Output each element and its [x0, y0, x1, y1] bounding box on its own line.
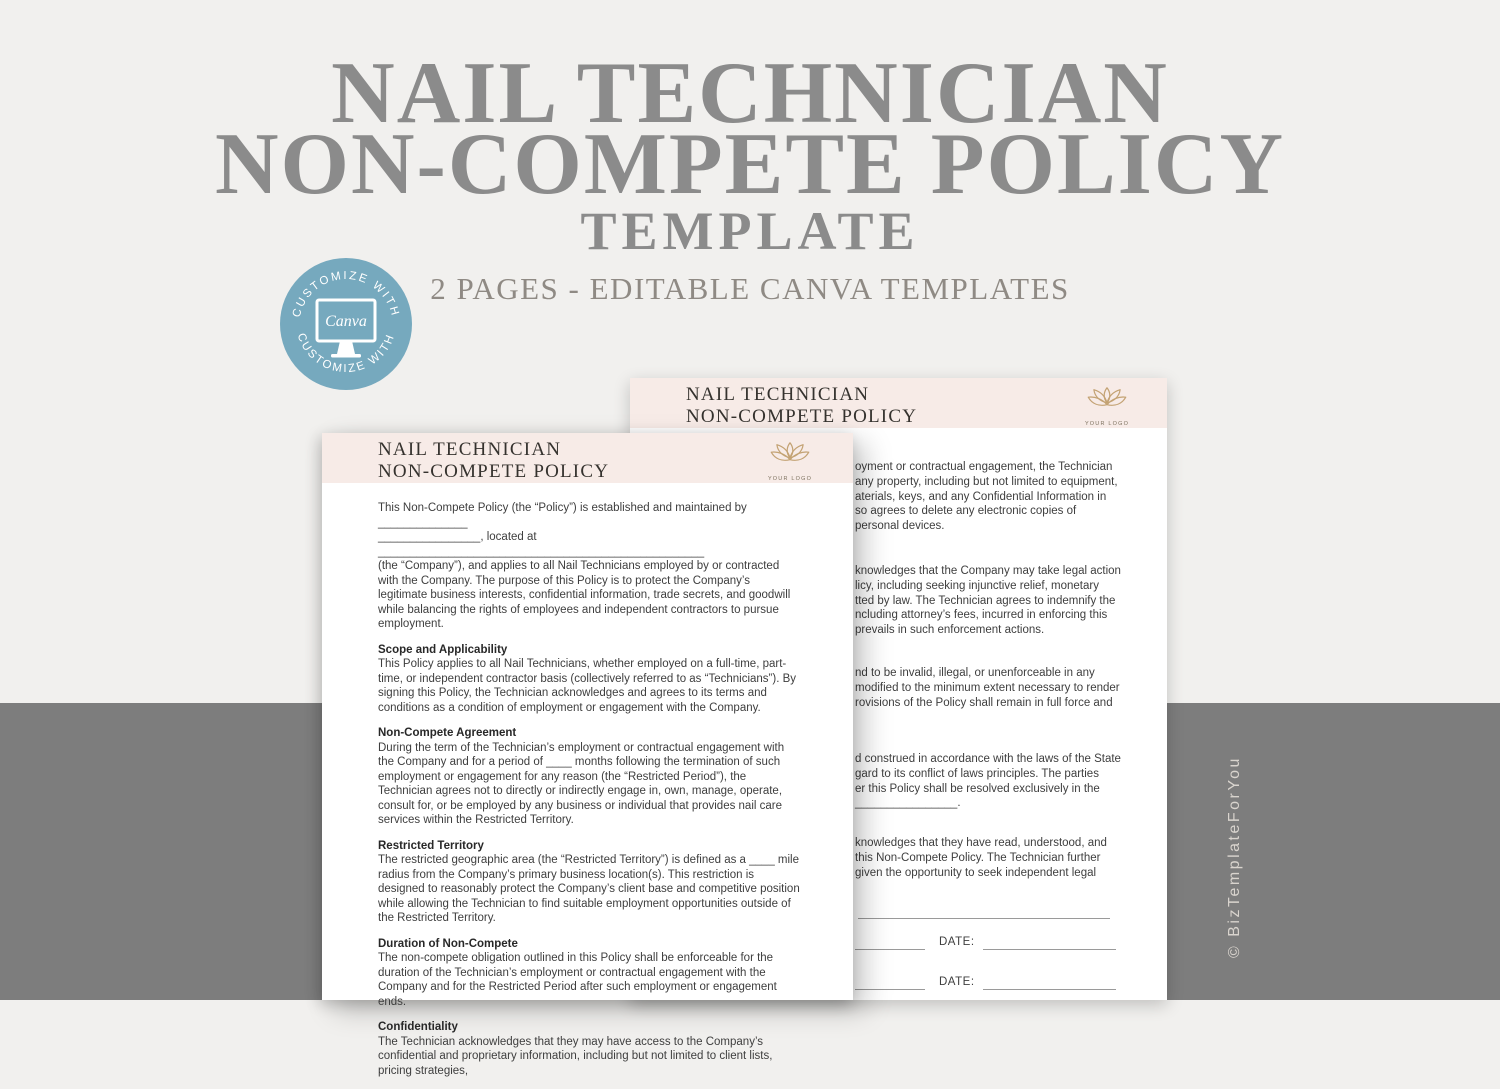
- canva-badge: CUSTOMIZE WITH CUSTOMIZE WITH Canva: [280, 258, 412, 390]
- page2-p1-line: so agrees to delete any electronic copie…: [855, 505, 1077, 518]
- section-heading: Scope and Applicability: [378, 643, 508, 656]
- date-row-2: DATE:: [855, 974, 1116, 990]
- section-body: The non-compete obligation outlined in t…: [378, 952, 777, 1008]
- page2-p5-line: given the opportunity to seek independen…: [855, 866, 1097, 879]
- section-heading: Non-Compete Agreement: [378, 727, 517, 739]
- page1-title: NAIL TECHNICIAN NON-COMPETE POLICY: [378, 439, 609, 483]
- intro-line1: This Non-Compete Policy (the “Policy”) i…: [378, 502, 747, 529]
- section-heading: Confidentiality: [378, 1021, 458, 1033]
- page2-p5-line: this Non-Compete Policy. The Technician …: [855, 851, 1101, 864]
- badge-brand-text: Canva: [325, 313, 367, 330]
- hero-subtitle: 2 PAGES - EDITABLE CANVA TEMPLATES: [430, 271, 1070, 306]
- hero-title-line1: NAIL TECHNICIAN: [331, 45, 1169, 142]
- page2-paragraph-3: nd to be invalid, illegal, or unenforcea…: [855, 666, 1120, 710]
- section-scope: Scope and Applicability This Policy appl…: [378, 643, 802, 716]
- section-confidentiality: Confidentiality The Technician acknowled…: [378, 1020, 802, 1078]
- page2-p2-line: ncluding attorney’s fees, incurred in en…: [855, 609, 1108, 622]
- signature-line: [858, 918, 1110, 919]
- page2-logo: YOUR LOGO: [1077, 385, 1137, 427]
- intro-paragraph: This Non-Compete Policy (the “Policy”) i…: [378, 501, 802, 632]
- section-heading: Duration of Non-Compete: [378, 937, 518, 950]
- page2-p4-line: gard to its conflict of laws principles.…: [855, 767, 1099, 780]
- section-heading: Restricted Territory: [378, 839, 484, 852]
- page2-p4-line: d construed in accordance with the laws …: [855, 753, 1121, 765]
- section-body: The Technician acknowledges that they ma…: [378, 1035, 773, 1077]
- page1-body: This Non-Compete Policy (the “Policy”) i…: [378, 501, 802, 1089]
- intro-rest: (the “Company”), and applies to all Nail…: [378, 560, 791, 630]
- page2-title-line1: NAIL TECHNICIAN: [686, 384, 870, 405]
- page2-title-line2: NON-COMPETE POLICY: [686, 406, 918, 427]
- date-label: DATE:: [939, 936, 975, 948]
- page2-paragraph-1: oyment or contractual engagement, the Te…: [855, 460, 1118, 534]
- hero-title-line2: NON-COMPETE POLICY: [215, 116, 1285, 213]
- page2-p2-line: licy, including seeking injunctive relie…: [855, 579, 1099, 592]
- page2-p1-line: personal devices.: [855, 520, 945, 533]
- lotus-logo-icon: [1087, 387, 1127, 406]
- page2-header-band: NAIL TECHNICIAN NON-COMPETE POLICY YOUR …: [630, 378, 1167, 428]
- date-fill-line: [982, 974, 1116, 990]
- section-body: This Policy applies to all Nail Technici…: [378, 658, 797, 714]
- document-page-1: NAIL TECHNICIAN NON-COMPETE POLICY YOUR …: [322, 433, 853, 1077]
- hero-title-line3: TEMPLATE: [580, 201, 920, 261]
- page1-logo: YOUR LOGO: [760, 440, 820, 482]
- page1-logo-label: YOUR LOGO: [767, 476, 813, 482]
- section-body: During the term of the Technician’s empl…: [378, 741, 785, 827]
- page1-title-line2: NON-COMPETE POLICY: [378, 461, 610, 482]
- page2-paragraph-5: knowledges that they have read, understo…: [855, 836, 1107, 880]
- page2-p3-line: rovisions of the Policy shall remain in …: [855, 696, 1113, 709]
- date-row-1: DATE:: [855, 934, 1116, 950]
- section-body: The restricted geographic area (the “Res…: [378, 854, 800, 924]
- page2-p3-line: nd to be invalid, illegal, or unenforcea…: [855, 667, 1095, 679]
- page2-p1-line: any property, including but not limited …: [855, 475, 1118, 488]
- page2-p2-line: knowledges that the Company may take leg…: [855, 565, 1121, 577]
- canva-badge-icon: CUSTOMIZE WITH CUSTOMIZE WITH Canva: [280, 258, 412, 390]
- watermark-text: © BizTemplateForYou: [1226, 756, 1243, 958]
- date-fill-line: [982, 934, 1116, 950]
- signature-line-stub: [855, 974, 925, 990]
- page2-logo-label: YOUR LOGO: [1084, 421, 1130, 427]
- page2-p2-line: tted by law. The Technician agrees to in…: [855, 594, 1116, 607]
- page2-paragraph-2: knowledges that the Company may take leg…: [855, 564, 1121, 638]
- monitor-icon: Canva: [315, 298, 377, 358]
- section-duration: Duration of Non-Compete The non-compete …: [378, 937, 802, 1010]
- page2-paragraph-4: d construed in accordance with the laws …: [855, 752, 1121, 811]
- page2-p5-line: knowledges that they have read, understo…: [855, 837, 1107, 849]
- page1-title-line1: NAIL TECHNICIAN: [378, 439, 562, 460]
- page2-p1-line: oyment or contractual engagement, the Te…: [855, 461, 1113, 473]
- page2-title: NAIL TECHNICIAN NON-COMPETE POLICY: [686, 384, 917, 428]
- date-label: DATE:: [939, 976, 975, 988]
- page2-p2-line: prevails in such enforcement actions.: [855, 624, 1045, 637]
- page2-p1-line: aterials, keys, and any Confidential Inf…: [855, 490, 1107, 503]
- page2-p4-line: ________________.: [855, 797, 961, 810]
- page1-header-band: NAIL TECHNICIAN NON-COMPETE POLICY YOUR …: [322, 433, 853, 483]
- hero-title-block: NAIL TECHNICIAN NON-COMPETE POLICY TEMPL…: [0, 45, 1500, 306]
- section-restricted-territory: Restricted Territory The restricted geog…: [378, 839, 802, 926]
- page2-p4-line: er this Policy shall be resolved exclusi…: [855, 782, 1100, 795]
- page2-p3-line: modified to the minimum extent necessary…: [855, 681, 1120, 694]
- lotus-logo-icon: [770, 442, 810, 461]
- section-non-compete-agreement: Non-Compete Agreement During the term of…: [378, 726, 802, 828]
- signature-line-stub: [855, 934, 925, 950]
- intro-line2: ________________, located at ___________…: [378, 531, 705, 558]
